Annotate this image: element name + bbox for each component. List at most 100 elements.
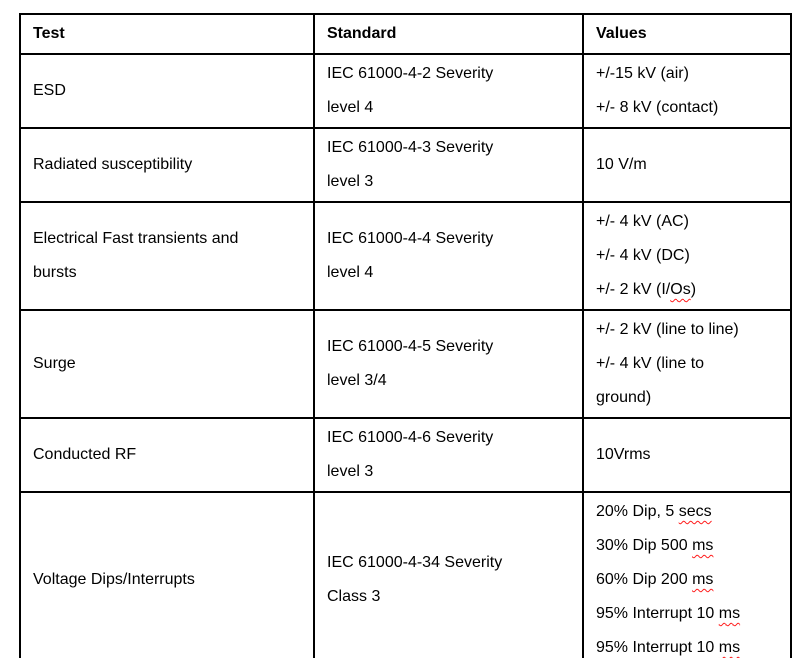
text-segment: ) bbox=[690, 281, 697, 298]
text-segment: level 3 bbox=[327, 173, 374, 190]
cell-line: +/- 4 kV (line to bbox=[596, 347, 778, 381]
cell-electrical-fast-transients-and-bursts-values: +/- 4 kV (AC) +/- 4 kV (DC) +/- 2 kV (I/Os… bbox=[582, 201, 792, 311]
cell-radiated-susceptibility-test: Radiated susceptibility bbox=[19, 127, 315, 203]
cell-line: bursts bbox=[33, 256, 301, 290]
column-header-values: Values bbox=[582, 13, 792, 55]
cell-line: +/- 2 kV (line to line) bbox=[596, 313, 778, 347]
text-segment: 95% Interrupt 10 bbox=[596, 639, 719, 656]
text-segment: +/- 4 kV (DC) bbox=[596, 247, 690, 264]
cell-line: Voltage Dips/Interrupts bbox=[33, 563, 301, 597]
cell-line: level 3 bbox=[327, 165, 570, 199]
cell-line: 30% Dip 500 ms bbox=[596, 529, 778, 563]
cell-line: 60% Dip 200 ms bbox=[596, 563, 778, 597]
cell-line: +/- 8 kV (contact) bbox=[596, 91, 778, 125]
text-segment: +/-15 kV (air) bbox=[596, 65, 689, 82]
emc-test-table: Test Standard Values ESD IEC 61000-4-2 Seve… bbox=[19, 13, 792, 658]
cell-line: Conducted RF bbox=[33, 438, 301, 472]
text-segment: IEC 61000-4-5 Severity bbox=[327, 338, 494, 355]
cell-esd-standard: IEC 61000-4-2 Severity level 4 bbox=[313, 53, 584, 129]
text-segment: +/- 4 kV (AC) bbox=[596, 213, 689, 230]
text-segment: level 3/4 bbox=[327, 372, 387, 389]
cell-line: 10Vrms bbox=[596, 438, 778, 472]
cell-line: ESD bbox=[33, 74, 301, 108]
misspelled-word: ms bbox=[718, 639, 741, 656]
cell-line: IEC 61000-4-4 Severity bbox=[327, 222, 570, 256]
cell-surge-values: +/- 2 kV (line to line) +/- 4 kV (line to… bbox=[582, 309, 792, 419]
cell-line: IEC 61000-4-6 Severity bbox=[327, 421, 570, 455]
cell-radiated-susceptibility-standard: IEC 61000-4-3 Severity level 3 bbox=[313, 127, 584, 203]
text-segment: IEC 61000-4-6 Severity bbox=[327, 429, 494, 446]
text-segment: level 4 bbox=[327, 99, 374, 116]
misspelled-word: ms bbox=[718, 605, 741, 622]
text-segment: 10Vrms bbox=[596, 446, 651, 463]
column-header-standard: Standard bbox=[313, 13, 584, 55]
text-segment: +/- 2 kV (line to line) bbox=[596, 321, 739, 338]
table-row-surge: Surge IEC 61000-4-5 Severity level 3/4 +/- … bbox=[19, 309, 792, 419]
table-body: ESD IEC 61000-4-2 Severity level 4 +/-15 kV… bbox=[19, 53, 792, 658]
misspelled-word: Os bbox=[670, 281, 691, 298]
table-row-radiated-susceptibility: Radiated susceptibility IEC 61000-4-3 Sev… bbox=[19, 127, 792, 203]
cell-line: +/- 4 kV (DC) bbox=[596, 239, 778, 273]
cell-esd-test: ESD bbox=[19, 53, 315, 129]
cell-radiated-susceptibility-values: 10 V/m bbox=[582, 127, 792, 203]
column-header-test: Test bbox=[19, 13, 315, 55]
misspelled-word: ms bbox=[692, 571, 714, 588]
cell-conducted-rf-standard: IEC 61000-4-6 Severity level 3 bbox=[313, 417, 584, 493]
text-segment: 20% Dip, 5 bbox=[596, 503, 679, 520]
text-segment: bursts bbox=[33, 264, 77, 281]
cell-line: level 4 bbox=[327, 256, 570, 290]
table-row-voltage-dips-interrupts: Voltage Dips/Interrupts IEC 61000-4-34 Se… bbox=[19, 491, 792, 658]
cell-line: ground) bbox=[596, 381, 778, 415]
text-segment: IEC 61000-4-2 Severity bbox=[327, 65, 494, 82]
text-segment: IEC 61000-4-34 Severity bbox=[327, 554, 503, 571]
cell-surge-standard: IEC 61000-4-5 Severity level 3/4 bbox=[313, 309, 584, 419]
cell-electrical-fast-transients-and-bursts-standard: IEC 61000-4-4 Severity level 4 bbox=[313, 201, 584, 311]
text-segment: Class 3 bbox=[327, 588, 381, 605]
cell-line: 95% Interrupt 10 ms bbox=[596, 631, 778, 658]
misspelled-word: ms bbox=[692, 537, 714, 554]
cell-line: Surge bbox=[33, 347, 301, 381]
cell-line: Electrical Fast transients and bbox=[33, 222, 301, 256]
text-segment: 60% Dip 200 bbox=[596, 571, 693, 588]
cell-esd-values: +/-15 kV (air) +/- 8 kV (contact) bbox=[582, 53, 792, 129]
text-segment: Electrical Fast transients and bbox=[33, 230, 239, 247]
text-segment: level 4 bbox=[327, 264, 374, 281]
table-header: Test Standard Values bbox=[19, 13, 792, 55]
cell-line: 95% Interrupt 10 ms bbox=[596, 597, 778, 631]
cell-line: IEC 61000-4-3 Severity bbox=[327, 131, 570, 165]
cell-voltage-dips-interrupts-test: Voltage Dips/Interrupts bbox=[19, 491, 315, 658]
text-segment: Conducted RF bbox=[33, 446, 137, 463]
cell-line: level 3/4 bbox=[327, 364, 570, 398]
table-row-esd: ESD IEC 61000-4-2 Severity level 4 +/-15 kV… bbox=[19, 53, 792, 129]
cell-surge-test: Surge bbox=[19, 309, 315, 419]
cell-line: level 4 bbox=[327, 91, 570, 125]
text-segment: Radiated susceptibility bbox=[33, 156, 193, 173]
cell-conducted-rf-values: 10Vrms bbox=[582, 417, 792, 493]
cell-line: IEC 61000-4-5 Severity bbox=[327, 330, 570, 364]
cell-electrical-fast-transients-and-bursts-test: Electrical Fast transients and bursts bbox=[19, 201, 315, 311]
cell-line: level 3 bbox=[327, 455, 570, 489]
header-row: Test Standard Values bbox=[19, 13, 792, 55]
text-segment: 30% Dip 500 bbox=[596, 537, 693, 554]
text-segment: IEC 61000-4-3 Severity bbox=[327, 139, 494, 156]
cell-conducted-rf-test: Conducted RF bbox=[19, 417, 315, 493]
misspelled-word: secs bbox=[678, 503, 712, 520]
text-segment: ESD bbox=[33, 82, 66, 99]
cell-line: 20% Dip, 5 secs bbox=[596, 495, 778, 529]
cell-line: 10 V/m bbox=[596, 148, 778, 182]
cell-line: +/- 4 kV (AC) bbox=[596, 205, 778, 239]
text-segment: IEC 61000-4-4 Severity bbox=[327, 230, 494, 247]
text-segment: ground) bbox=[596, 389, 652, 406]
cell-line: IEC 61000-4-2 Severity bbox=[327, 57, 570, 91]
cell-voltage-dips-interrupts-standard: IEC 61000-4-34 Severity Class 3 bbox=[313, 491, 584, 658]
text-segment: +/- 2 kV (I/ bbox=[596, 281, 671, 298]
cell-line: +/- 2 kV (I/Os) bbox=[596, 273, 778, 307]
cell-line: +/-15 kV (air) bbox=[596, 57, 778, 91]
text-segment: Surge bbox=[33, 355, 76, 372]
table-row-conducted-rf: Conducted RF IEC 61000-4-6 Severity level … bbox=[19, 417, 792, 493]
text-segment: 10 V/m bbox=[596, 156, 647, 173]
text-segment: +/- 4 kV (line to bbox=[596, 355, 705, 372]
text-segment: level 3 bbox=[327, 463, 374, 480]
text-segment: +/- 8 kV (contact) bbox=[596, 99, 719, 116]
